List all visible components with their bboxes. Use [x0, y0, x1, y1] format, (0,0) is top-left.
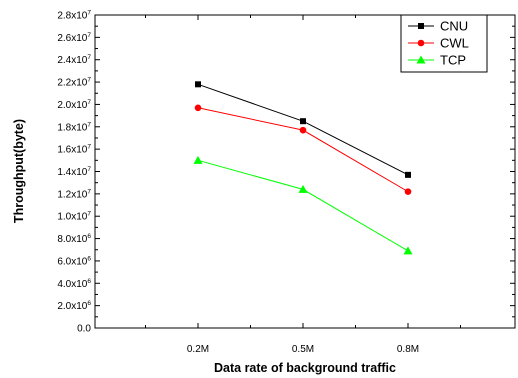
legend-label-tcp: TCP: [440, 53, 466, 68]
series-layer: [193, 81, 413, 255]
y-tick-label: 1.4x107: [57, 166, 91, 178]
legend-label-cwl: CWL: [440, 36, 469, 51]
x-axis-title: Data rate of background traffic: [214, 361, 396, 375]
legend-label-cnu: CNU: [440, 19, 468, 34]
y-tick-label: 2.6x107: [57, 32, 91, 44]
y-tick-label: 2.2x107: [57, 77, 91, 89]
y-tick-label: 4.0x106: [57, 278, 91, 290]
data-point-cnu: [195, 81, 201, 88]
y-axis: 0.0 2.0x106 4.0x106 6.0x106 8.0x106 1.0x107 1.…: [57, 10, 515, 335]
data-point-tcp: [193, 155, 203, 164]
data-point-tcp: [298, 184, 308, 193]
data-point-cnu: [300, 118, 306, 125]
y-tick-label: 1.2x107: [57, 188, 91, 200]
x-tick-label: 0.2M: [187, 344, 209, 355]
data-point-tcp: [403, 246, 413, 255]
data-point-cnu: [405, 171, 411, 178]
y-tick-label: 2.8x107: [57, 10, 91, 22]
y-tick-label: 2.0x106: [57, 300, 91, 312]
legend-marker-tcp: [416, 55, 426, 64]
legend: CNU CWL TCP: [400, 14, 488, 73]
y-tick-label: 1.6x107: [57, 144, 91, 156]
y-tick-label: 6.0x106: [57, 255, 91, 267]
legend-marker-cwl: [417, 39, 425, 47]
x-tick-label: 0.5M: [292, 344, 314, 355]
data-point-cwl: [194, 104, 202, 112]
data-point-cwl: [299, 126, 307, 134]
data-point-cwl: [404, 188, 412, 195]
y-axis-title: Throughput(byte): [12, 119, 26, 223]
series-line-tcp: [197, 159, 409, 252]
y-tick-label: 1.8x107: [57, 121, 91, 133]
y-tick-label: 0.0: [77, 324, 91, 335]
x-tick-label: 0.8M: [397, 344, 419, 355]
legend-marker-cnu: [418, 23, 424, 29]
y-tick-label: 2.4x107: [57, 54, 91, 66]
y-tick-label: 1.0x107: [57, 211, 91, 223]
y-tick-label: 8.0x106: [57, 233, 91, 245]
y-tick-label: 2.0x107: [57, 99, 91, 111]
